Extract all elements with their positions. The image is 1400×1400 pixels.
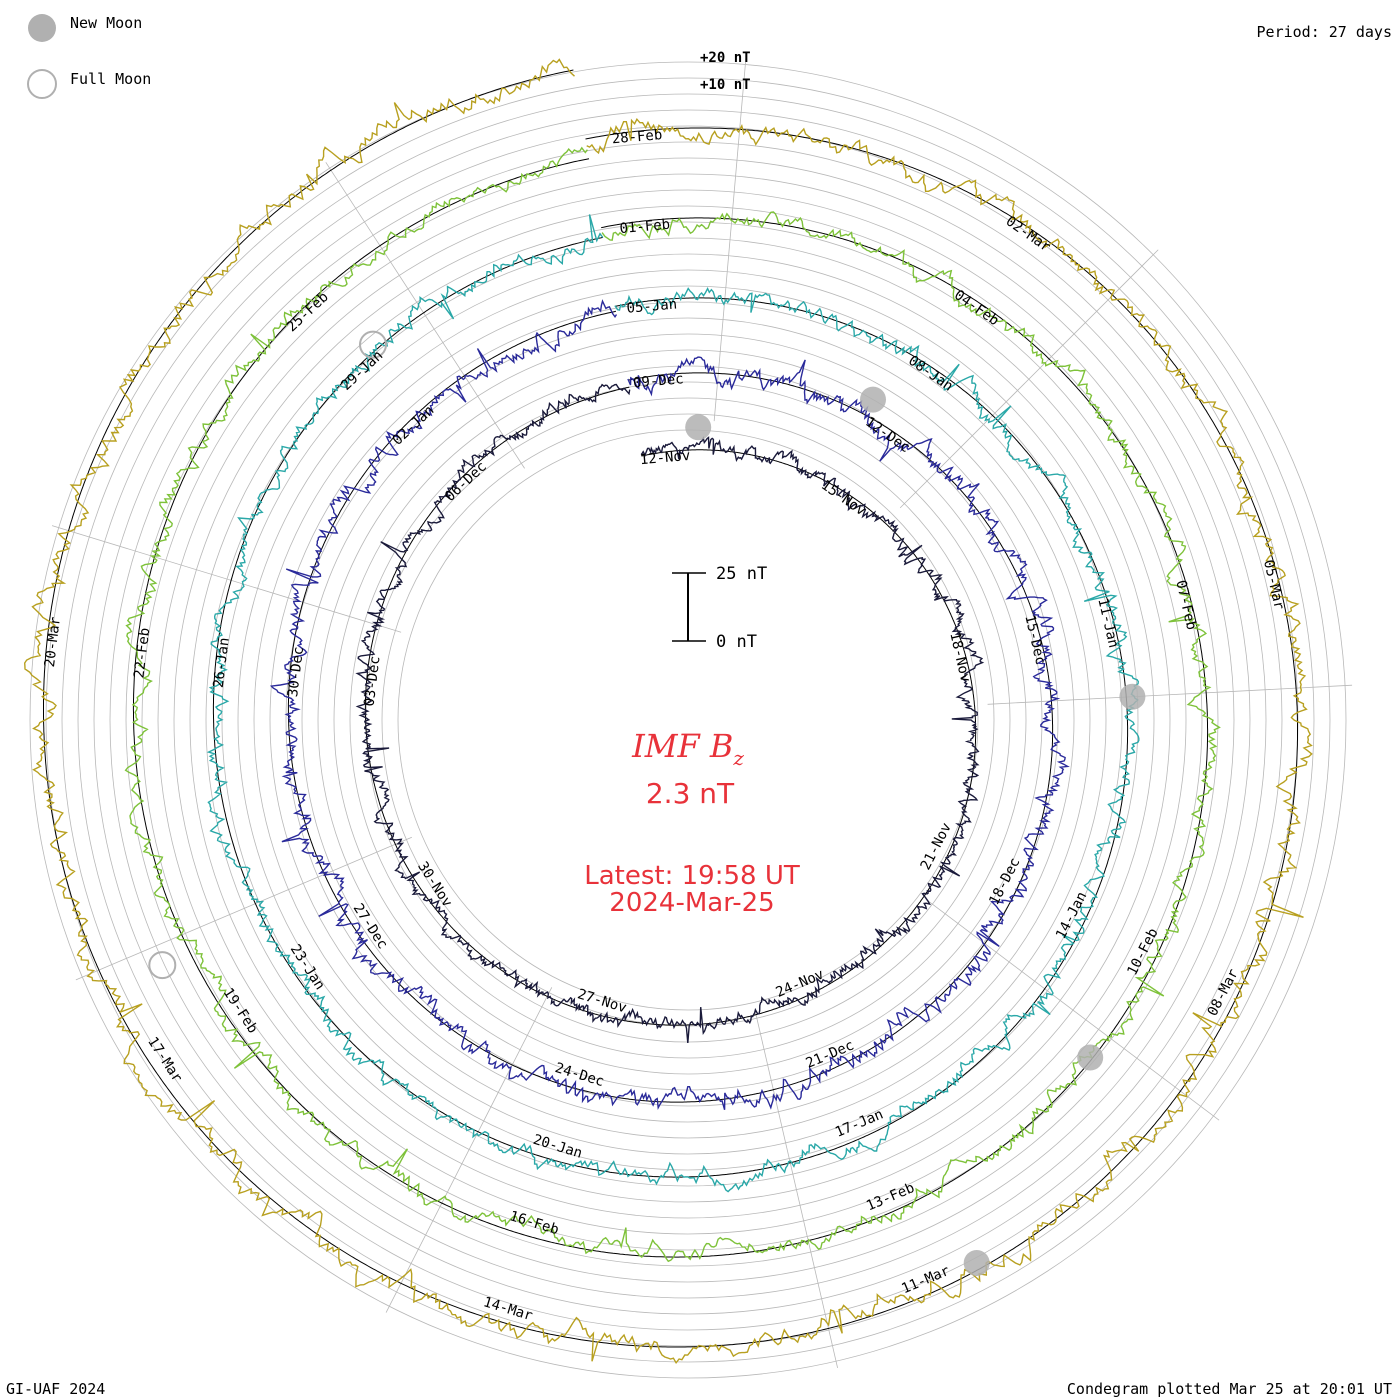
chart-title: IMF Bz <box>631 727 744 770</box>
grid-circle <box>189 221 1187 1219</box>
date-label: 01-Feb <box>619 217 671 237</box>
date-label: 04-Feb <box>951 287 1002 329</box>
scale-top-label: 25 nT <box>716 564 767 584</box>
new-moon-legend-label: New Moon <box>70 14 142 32</box>
new-moon-marker <box>1119 683 1146 710</box>
grid-circle <box>93 125 1283 1315</box>
grid-circle <box>269 301 1107 1139</box>
grid-circle <box>317 349 1059 1091</box>
date-label: 08-Jan <box>905 353 956 395</box>
grid-spoke <box>987 684 1353 705</box>
date-label: 30-Dec <box>285 646 307 698</box>
date-label: 20-Jan <box>531 1132 584 1162</box>
scale-bottom-label: 0 nT <box>716 632 757 652</box>
grid-circle <box>125 157 1251 1283</box>
grid-spoke <box>713 57 747 422</box>
new-moon-legend-icon <box>28 14 56 42</box>
new-moon-marker <box>1077 1044 1104 1071</box>
grid-circle <box>77 109 1299 1331</box>
date-label: 05-Jan <box>626 296 678 316</box>
current-value: 2.3 nT <box>646 777 735 810</box>
moon-layer <box>148 330 1146 1276</box>
full-moon-legend-label: Full Moon <box>70 70 151 88</box>
rotation-2-series-line <box>269 299 1070 1111</box>
grid-spoke <box>51 525 402 633</box>
rotation-5-series-line <box>23 58 1313 1365</box>
grid-circle <box>141 173 1235 1267</box>
grid-spoke <box>899 249 1159 509</box>
new-moon-marker <box>963 1250 990 1276</box>
plotted-label: Condegram plotted Mar 25 at 20:01 UT <box>1067 1380 1392 1398</box>
grid-circle <box>29 61 1347 1379</box>
grid-circle <box>173 205 1203 1235</box>
full-moon-marker <box>359 330 387 359</box>
period-label: Period: 27 days <box>1257 23 1392 41</box>
date-label: 08-Mar <box>1205 967 1242 1019</box>
rotation-4-reference-line <box>132 158 1209 1258</box>
grid-circle <box>333 365 1043 1075</box>
scale-bar: 25 nT 0 nT <box>672 564 767 652</box>
date-label: 03-Dec <box>362 655 384 707</box>
grid-spoke <box>927 900 1220 1121</box>
date-label: 02-Mar <box>1003 213 1054 255</box>
date-label: 27-Dec <box>350 901 391 952</box>
grid-circle <box>61 93 1315 1347</box>
date-label: 28-Feb <box>611 127 663 147</box>
rotation-3-series-line <box>206 214 1140 1193</box>
rotation-5-reference-line <box>43 69 1298 1348</box>
full-moon-marker <box>148 951 177 980</box>
rotation-2-reference-line <box>287 310 1054 1103</box>
rotation-3-reference-line <box>212 236 1129 1178</box>
date-label: 27-Nov <box>575 986 628 1016</box>
grid-circle <box>285 317 1091 1123</box>
series-layer <box>23 58 1313 1365</box>
grid-spoke <box>325 162 525 469</box>
new-moon-marker <box>685 414 712 441</box>
latest-time: Latest: 19:58 UT <box>584 861 800 891</box>
grid-circle <box>237 269 1139 1171</box>
rotation-4-series-line <box>124 146 1221 1263</box>
grid-circle <box>109 141 1267 1299</box>
grid-circle <box>349 381 1027 1059</box>
grid-circle <box>253 285 1123 1155</box>
date-label: 16-Feb <box>508 1208 561 1238</box>
grid-spoke <box>385 987 553 1313</box>
grid-circle <box>301 333 1075 1107</box>
date-label: 02-Jan <box>390 402 438 448</box>
date-label: 20-Mar <box>42 616 64 668</box>
date-label: 24-Nov <box>774 966 827 1000</box>
grid-circle <box>205 237 1171 1203</box>
legend: New Moon Full Moon <box>27 14 151 99</box>
new-moon-marker <box>860 386 886 413</box>
date-label: 13-Feb <box>864 1180 917 1214</box>
date-label: 10-Feb <box>1124 926 1161 978</box>
rotation-1-series-line <box>355 383 985 1044</box>
date-label: 09-Dec <box>632 371 684 391</box>
date-label: 15-Nov <box>818 477 869 519</box>
plus10-label: +10 nT <box>700 77 751 93</box>
plus20-label: +20 nT <box>700 50 751 66</box>
grid-circle <box>157 189 1219 1251</box>
full-moon-legend-icon <box>27 69 57 99</box>
latest-date: 2024-Mar-25 <box>609 888 774 918</box>
date-label: 06-Dec <box>442 459 490 505</box>
date-label: 17-Mar <box>144 1034 185 1085</box>
grid-spoke <box>75 836 413 981</box>
grid-spoke <box>755 1012 838 1369</box>
grid-circle <box>397 429 979 1011</box>
date-label: 22-Feb <box>131 627 153 679</box>
credit-label: GI-UAF 2024 <box>6 1380 105 1398</box>
grid-circle <box>381 413 995 1027</box>
date-label: 12-Nov <box>639 448 691 468</box>
date-label: 26-Jan <box>211 637 233 689</box>
date-label: 11-Mar <box>899 1263 952 1297</box>
grid-layer <box>29 57 1353 1379</box>
